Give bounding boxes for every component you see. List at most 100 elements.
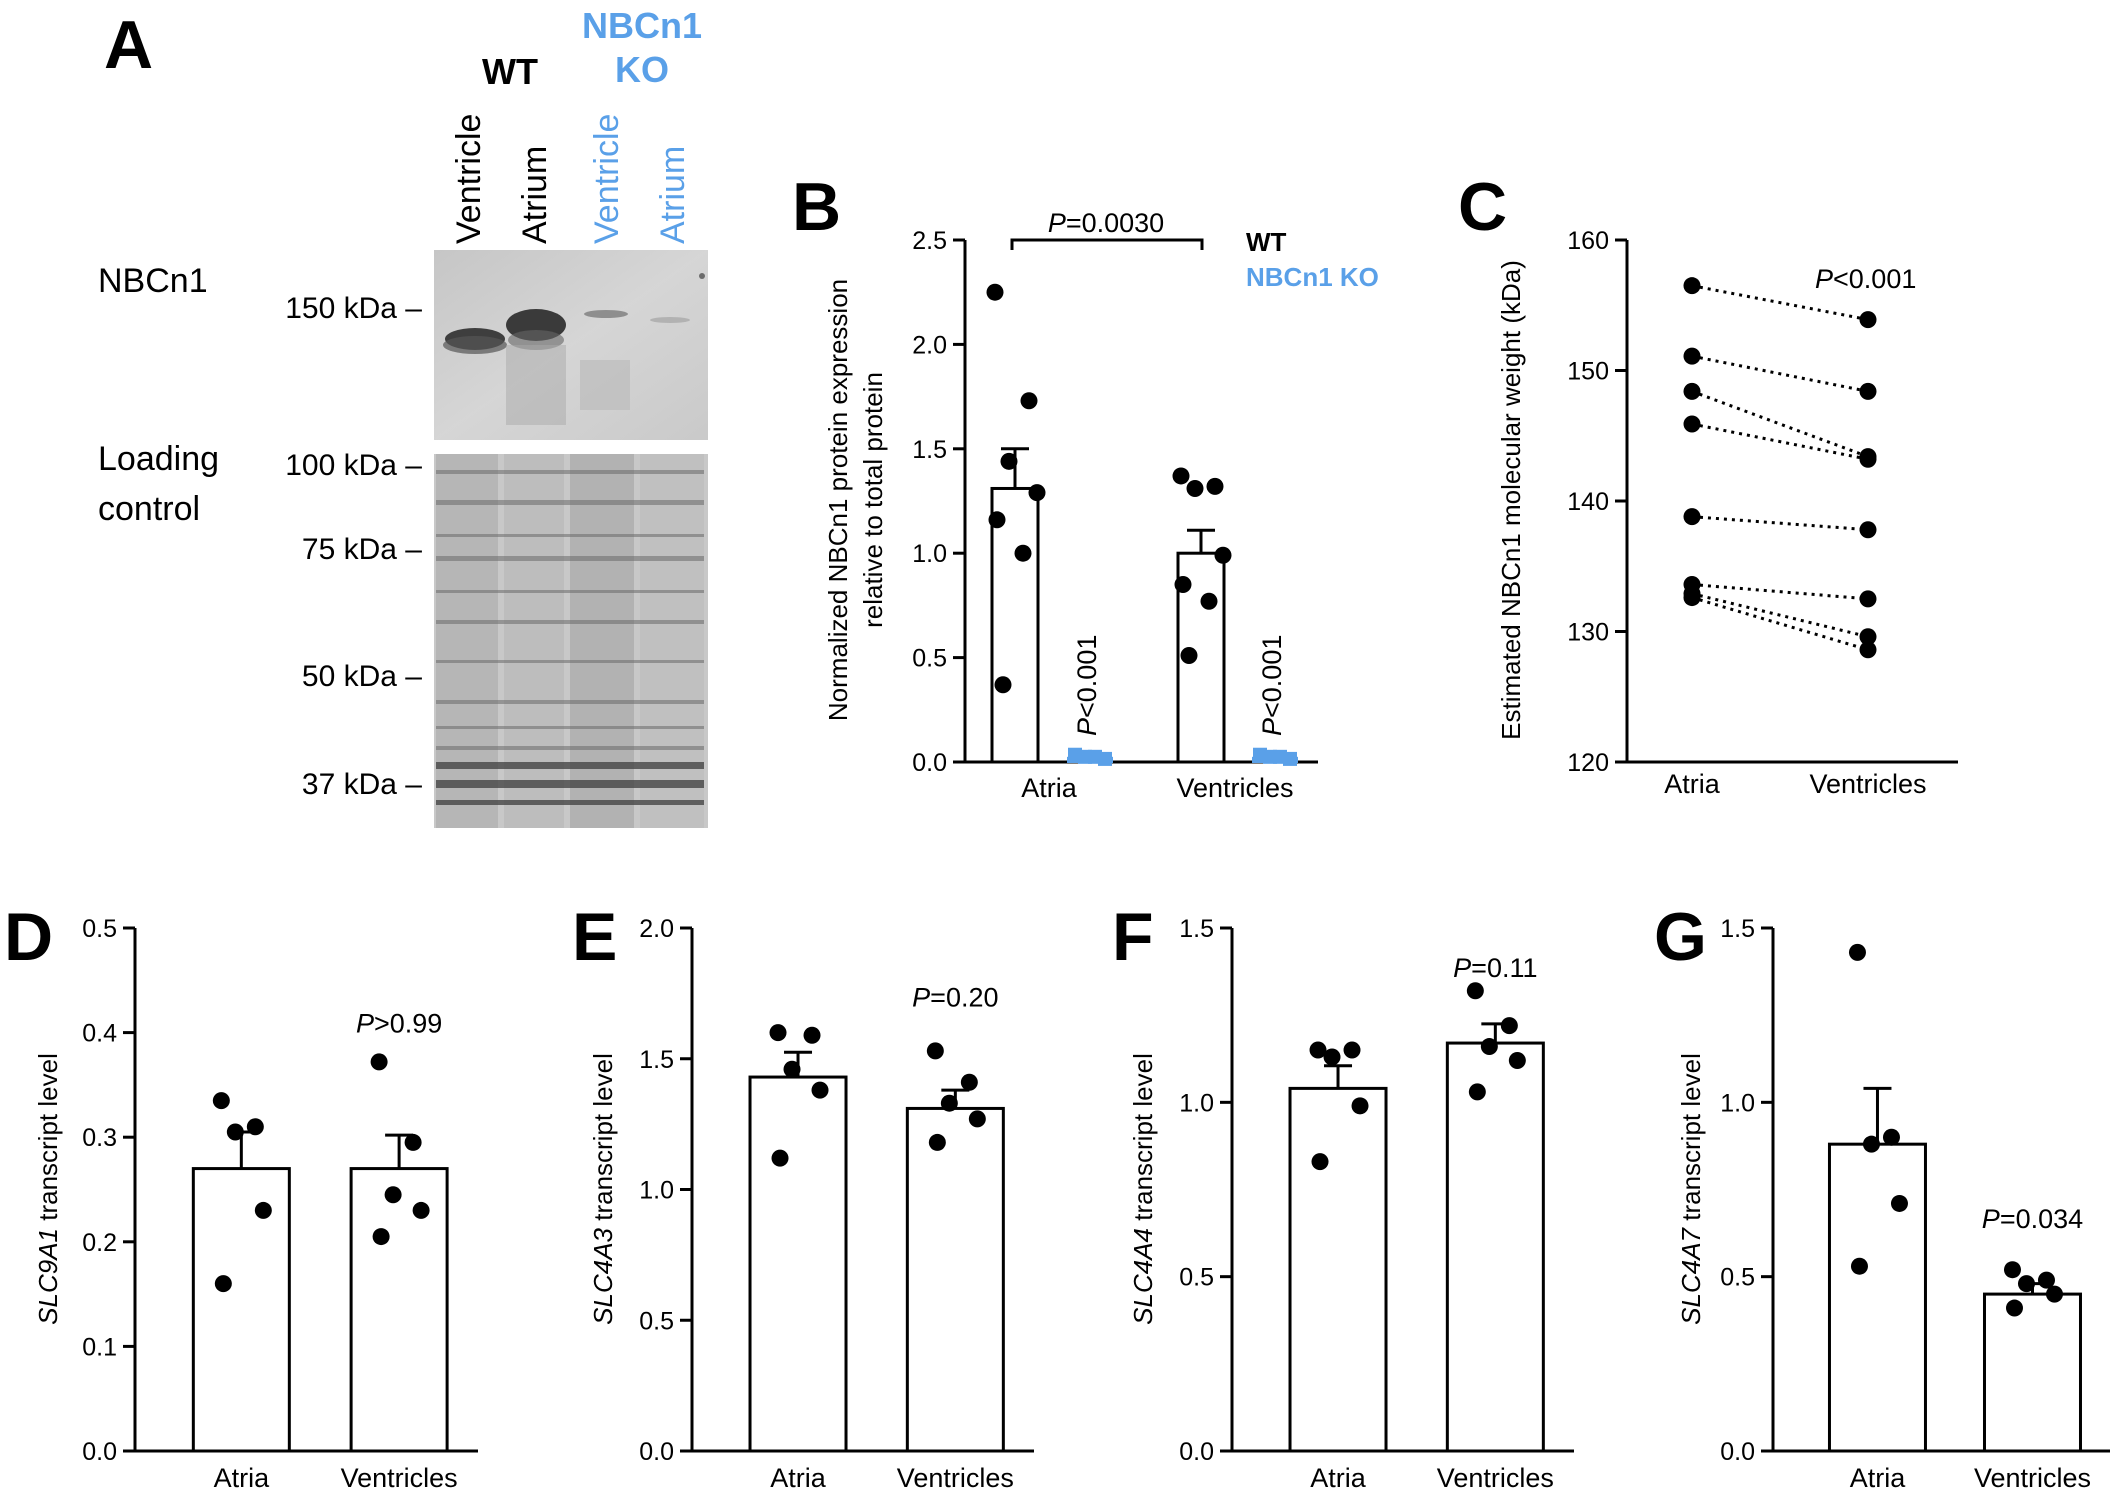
panel-e-atria-point-1 xyxy=(803,1026,821,1044)
panel-c-ventricles-point-4 xyxy=(1859,521,1877,539)
panel-e-ventricles-point-3 xyxy=(968,1110,986,1128)
panel-b-wt-ventricles-point-1 xyxy=(1206,477,1224,495)
panel-g-ventricles-point-0 xyxy=(2003,1261,2021,1279)
panel-g-cat-atria: Atria xyxy=(1850,1463,1907,1493)
panel-b-ytick-label-0: 0.0 xyxy=(912,749,947,777)
marker-37: 37 kDa – xyxy=(302,768,422,801)
panel-e-ytick-label-1: 0.5 xyxy=(639,1307,674,1335)
panel-e-atria-bar xyxy=(748,1075,848,1453)
panel-d-ytick-label-3: 0.3 xyxy=(82,1124,117,1152)
row-label-nbcn1: NBCn1 xyxy=(98,262,208,300)
panel-e-ventricles-point-4 xyxy=(928,1133,946,1151)
panel-c-cat-ventricles: Ventricles xyxy=(1809,769,1926,799)
panel-d-ytick-label-2: 0.2 xyxy=(82,1229,117,1257)
panel-g-atria-point-1 xyxy=(1882,1128,1900,1146)
panel-g-atria-point-3 xyxy=(1890,1194,1908,1212)
panel-f: F 0.0 0.5 1.0 1.5 Atria Ventricles SLC4A4 tran… xyxy=(1112,899,1574,1493)
panel-d-pvalue: P>0.99 xyxy=(356,1009,442,1039)
panel-c-ventricles-point-6 xyxy=(1859,628,1877,646)
panel-c-ytick-label-4: 160 xyxy=(1567,227,1609,255)
panel-e-pvalue: P=0.20 xyxy=(912,982,998,1012)
panel-b-wt-atria-point-5 xyxy=(1014,544,1032,562)
panel-c-pair-line-1 xyxy=(1691,354,1869,393)
panel-b-wt-atria-point-6 xyxy=(994,676,1012,694)
panel-d-atria-bar xyxy=(191,1167,291,1453)
group-label-wt: WT xyxy=(482,51,538,92)
panel-b-wt-atria-point-1 xyxy=(1020,392,1038,410)
panel-e-ytick-label-2: 1.0 xyxy=(639,1177,674,1205)
panel-g-ventricles-point-2 xyxy=(2017,1275,2035,1293)
panel-b-wt-atria-point-4 xyxy=(988,511,1006,529)
panel-c-ytick-label-2: 140 xyxy=(1567,488,1609,516)
panel-f-ytick-label-2: 1.0 xyxy=(1179,1089,1214,1117)
panel-g-ytick-label-0: 0.0 xyxy=(1720,1438,1755,1466)
panel-d-cat-atria: Atria xyxy=(214,1463,271,1493)
panel-d: D 0.0 0.1 0.2 0.3 0.4 0.5 Atria Ventricles SLC9A… xyxy=(4,899,478,1493)
panel-f-letter: F xyxy=(1112,899,1154,975)
panel-g-ventricles-bar xyxy=(1982,1292,2082,1453)
panel-e-atria-point-3 xyxy=(811,1081,829,1099)
panel-b-wt-atria-point-3 xyxy=(1028,484,1046,502)
panel-a: A WT NBCn1 KO Ventricle Atrium Ventricle… xyxy=(98,5,708,828)
panel-e-atria-point-4 xyxy=(771,1149,789,1167)
lane-label-1: Ventricle xyxy=(450,114,488,244)
panel-b-wt-ventricles-point-4 xyxy=(1174,576,1192,594)
panel-c-atria-point-4 xyxy=(1683,508,1701,526)
panel-g-letter: G xyxy=(1654,899,1707,975)
panel-d-cat-ventricles: Ventricles xyxy=(341,1463,458,1493)
lane-label-2: Atrium xyxy=(516,146,554,244)
panel-b-ko-point-1-3 xyxy=(1283,751,1297,766)
panel-d-ventricles-point-4 xyxy=(372,1228,390,1246)
panel-c-pair-line-4 xyxy=(1691,515,1869,532)
panel-f-ytick-label-1: 0.5 xyxy=(1179,1264,1214,1292)
panel-e-atria-point-2 xyxy=(783,1060,801,1078)
panel-e-cat-atria: Atria xyxy=(770,1463,827,1493)
panel-g-atria-bar xyxy=(1827,1142,1927,1453)
panel-b-ytick-label-2: 1.0 xyxy=(912,540,947,568)
panel-f-atria-point-4 xyxy=(1311,1153,1329,1171)
panel-f-ylabel: SLC4A4 transcript level xyxy=(1128,1053,1158,1325)
group-label-ko-line2: KO xyxy=(615,49,669,90)
marker-150: 150 kDa – xyxy=(285,292,422,325)
panel-b-ytick-label-3: 1.5 xyxy=(912,436,947,464)
panel-d-ytick-label-1: 0.1 xyxy=(82,1333,117,1361)
panel-c-atria-point-3 xyxy=(1683,415,1701,433)
panel-f-ventricles-bar xyxy=(1445,1041,1545,1453)
panel-g-cat-ventricles: Ventricles xyxy=(1974,1463,2091,1493)
panel-b-wt-ventricles-point-0 xyxy=(1172,467,1190,485)
panel-e-ventricles-point-1 xyxy=(960,1073,978,1091)
panel-g-ventricles-point-1 xyxy=(2037,1271,2055,1289)
panel-d-atria-point-0 xyxy=(212,1092,230,1110)
panel-d-ytick-label-4: 0.4 xyxy=(82,1020,117,1048)
panel-f-ventricles-point-0 xyxy=(1466,982,1484,1000)
panel-c-atria-point-0 xyxy=(1683,277,1701,295)
panel-e-ytick-label-0: 0.0 xyxy=(639,1438,674,1466)
panel-g-atria-point-4 xyxy=(1850,1257,1868,1275)
panel-b: B 0.0 0.5 1.0 1.5 2.0 2.5 Normalized NBCn1 pr… xyxy=(792,169,1379,803)
panel-c-ventricles-point-0 xyxy=(1859,311,1877,329)
panel-c-pair-line-3 xyxy=(1691,422,1869,461)
panel-c-ventricles-point-5 xyxy=(1859,590,1877,608)
panel-f-ytick-label-3: 1.5 xyxy=(1179,915,1214,943)
panel-f-ventricles-point-2 xyxy=(1480,1038,1498,1056)
panel-g-ventricles-point-3 xyxy=(2045,1285,2063,1303)
panel-e-ventricles-point-2 xyxy=(940,1094,958,1112)
panel-d-ytick-label-5: 0.5 xyxy=(82,915,117,943)
panel-b-wt-ventricles-point-6 xyxy=(1180,647,1198,665)
panel-c-pair-line-7 xyxy=(1691,596,1869,652)
panel-f-cat-ventricles: Ventricles xyxy=(1437,1463,1554,1493)
panel-b-wt-atria-point-2 xyxy=(1000,452,1018,470)
panel-f-atria-point-3 xyxy=(1351,1097,1369,1115)
panel-b-ko-ventricles-pvalue: P<0.001 xyxy=(1257,635,1287,736)
panel-b-wt-ventricles-point-3 xyxy=(1214,546,1232,564)
panel-b-wt-ventricles-point-2 xyxy=(1186,479,1204,497)
panel-d-ventricles-bar xyxy=(349,1167,449,1453)
panel-b-bracket-pvalue: P=0.0030 xyxy=(1048,208,1164,238)
panel-c-atria-point-2 xyxy=(1683,382,1701,400)
panel-f-ytick-label-0: 0.0 xyxy=(1179,1438,1214,1466)
panel-b-legend-wt: WT xyxy=(1246,227,1287,257)
panel-f-ventricles-point-3 xyxy=(1508,1051,1526,1069)
panel-d-letter: D xyxy=(4,899,53,975)
panel-b-significance-bracket xyxy=(1010,238,1204,250)
panel-b-ytick-label-1: 0.5 xyxy=(912,645,947,673)
